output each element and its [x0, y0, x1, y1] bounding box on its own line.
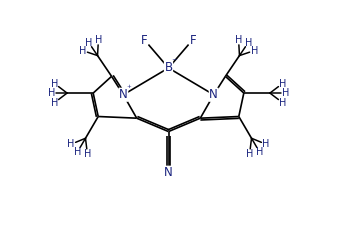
Text: N: N: [164, 166, 173, 179]
Text: H: H: [251, 46, 258, 56]
Text: H: H: [48, 88, 55, 98]
Text: H: H: [282, 88, 289, 98]
Text: H: H: [84, 149, 91, 159]
Text: N: N: [209, 88, 218, 101]
Text: H: H: [79, 46, 86, 56]
Text: H: H: [51, 79, 58, 88]
Text: B: B: [164, 61, 173, 74]
Text: F: F: [190, 34, 196, 47]
Text: H: H: [245, 38, 252, 48]
Text: ⁻: ⁻: [172, 57, 178, 67]
Text: H: H: [235, 35, 242, 45]
Text: N: N: [119, 88, 128, 101]
Text: H: H: [279, 97, 286, 108]
Text: H: H: [51, 97, 58, 108]
Text: H: H: [74, 147, 81, 157]
Text: H: H: [246, 149, 253, 159]
Text: H: H: [67, 139, 74, 149]
Text: ⁺: ⁺: [127, 84, 131, 93]
Text: H: H: [95, 35, 102, 45]
Text: H: H: [279, 79, 286, 88]
Text: H: H: [256, 147, 263, 157]
Text: H: H: [85, 38, 92, 48]
Text: H: H: [263, 139, 270, 149]
Text: F: F: [141, 34, 147, 47]
